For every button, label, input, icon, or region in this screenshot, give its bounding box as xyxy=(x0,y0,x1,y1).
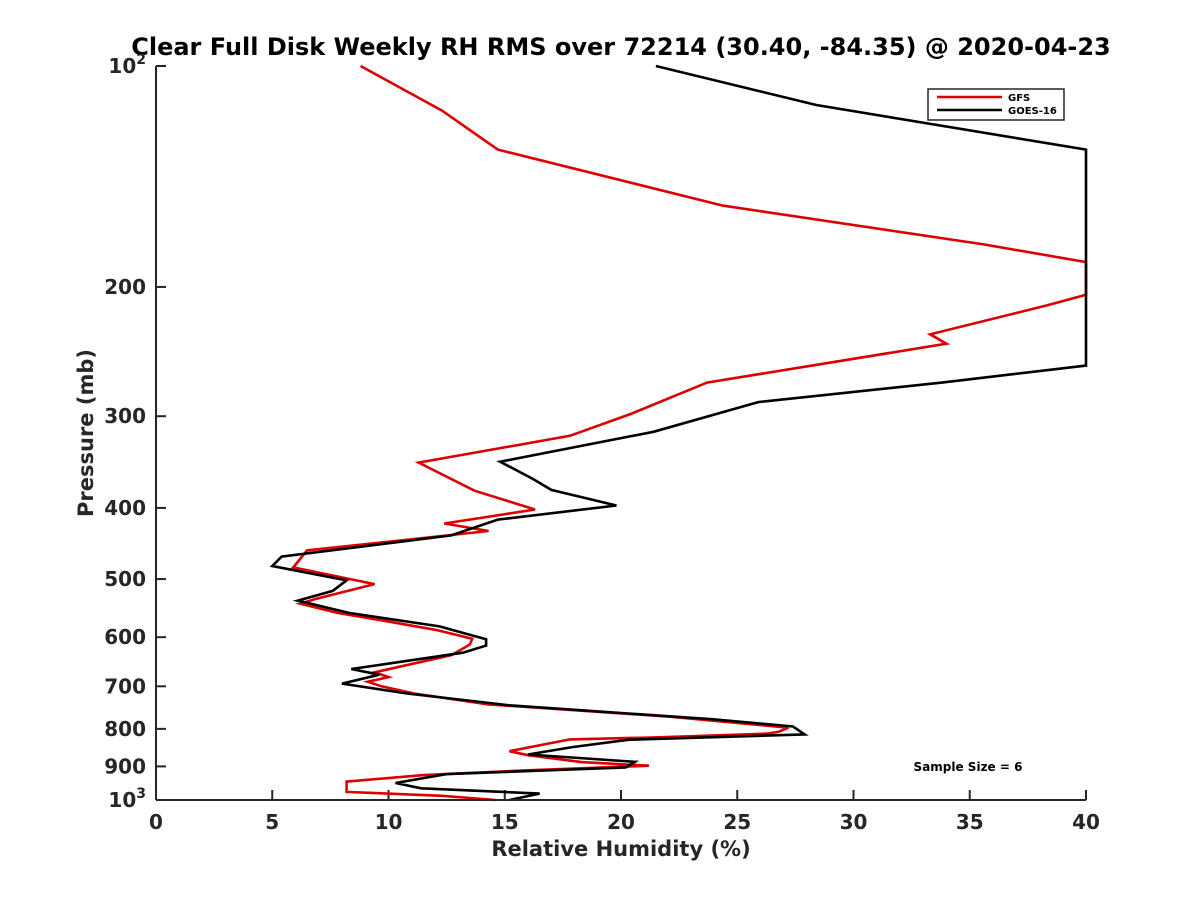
legend: GFS GOES-16 xyxy=(927,88,1065,121)
sample-size-annotation: Sample Size = 6 xyxy=(914,760,1023,774)
series-line-goes16 xyxy=(269,64,1088,802)
legend-box xyxy=(927,88,1065,121)
y-axis: 102 200 300 400 500 600 700 800 900 103 xyxy=(104,52,166,812)
x-tick-label: 15 xyxy=(491,810,519,834)
y-tick-label: 102 xyxy=(108,52,146,78)
y-tick-label: 103 xyxy=(108,786,146,812)
y-tick-label: 800 xyxy=(104,717,146,741)
y-tick-label: 500 xyxy=(104,567,146,591)
y-tick-label: 700 xyxy=(104,674,146,698)
legend-label-goes16: GOES-16 xyxy=(1008,106,1057,117)
x-tick-label: 0 xyxy=(149,810,163,834)
y-tick-label: 600 xyxy=(104,625,146,649)
x-tick-label: 10 xyxy=(375,810,403,834)
x-axis: 0 5 10 15 20 25 30 35 40 xyxy=(149,790,1100,834)
x-tick-label: 35 xyxy=(956,810,984,834)
x-tick-label: 20 xyxy=(607,810,635,834)
series-layer xyxy=(269,64,1088,802)
series-line-gfs xyxy=(290,64,1088,802)
x-tick-label: 30 xyxy=(840,810,868,834)
plot-frame xyxy=(155,66,1086,801)
y-axis-label: Pressure (mb) xyxy=(74,349,98,517)
x-tick-label: 40 xyxy=(1072,810,1100,834)
y-tick-label: 400 xyxy=(104,496,146,520)
x-axis-label: Relative Humidity (%) xyxy=(491,837,750,861)
x-tick-label: 25 xyxy=(723,810,751,834)
chart-title: Clear Full Disk Weekly RH RMS over 72214… xyxy=(131,33,1111,61)
y-tick-label: 300 xyxy=(104,404,146,428)
y-tick-label: 900 xyxy=(104,754,146,778)
legend-label-gfs: GFS xyxy=(1008,93,1030,104)
y-tick-label: 200 xyxy=(104,275,146,299)
x-tick-label: 5 xyxy=(265,810,279,834)
